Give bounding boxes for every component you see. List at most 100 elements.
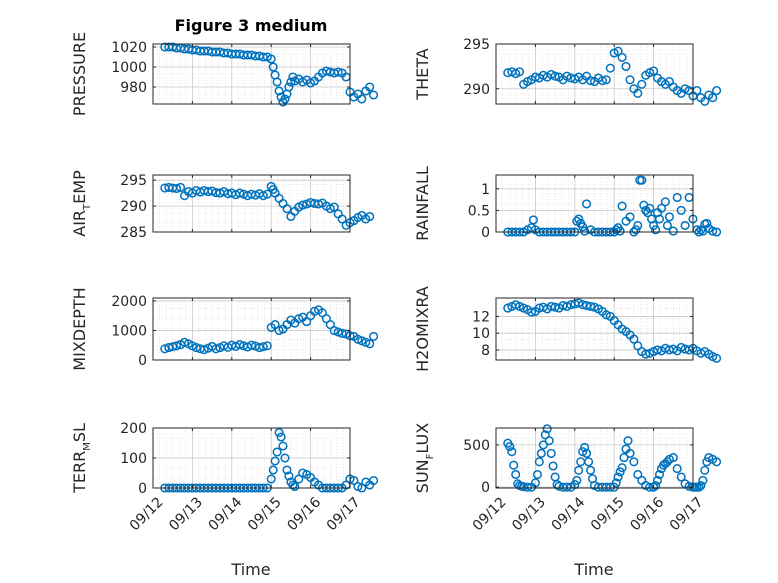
axes-box xyxy=(152,297,351,361)
data-point xyxy=(712,86,722,96)
data-point xyxy=(284,471,294,481)
data-point xyxy=(511,469,521,480)
data-point xyxy=(550,71,560,81)
data-point xyxy=(680,220,690,231)
y-axis-label-rest: LUX xyxy=(413,423,432,454)
data-point xyxy=(258,342,268,352)
data-point xyxy=(179,337,190,347)
axes-box xyxy=(495,174,694,233)
series-h2omixra xyxy=(503,298,722,363)
data-point xyxy=(365,82,375,92)
y-axis-label-rest: EMP xyxy=(70,170,89,204)
data-point xyxy=(528,215,538,225)
data-point xyxy=(672,192,682,203)
data-point xyxy=(586,76,596,86)
y-tick-label: 1020 xyxy=(111,40,147,56)
y-axis-label: SUNFLUX xyxy=(413,423,436,493)
data-point xyxy=(623,436,633,446)
data-point xyxy=(613,472,623,482)
data-point xyxy=(698,475,708,485)
data-point xyxy=(696,480,706,491)
data-point xyxy=(172,341,182,351)
y-tick-label: 12 xyxy=(472,309,490,325)
data-point xyxy=(176,182,186,192)
y-tick-label: 1 xyxy=(481,182,490,198)
data-point xyxy=(546,448,556,458)
data-point xyxy=(615,467,625,477)
data-point xyxy=(357,483,367,493)
data-point xyxy=(515,67,525,77)
series-theta xyxy=(503,46,722,106)
data-point xyxy=(645,203,655,213)
data-point xyxy=(582,448,592,458)
x-tick-label: 09/16 xyxy=(284,494,324,534)
data-point xyxy=(337,328,347,338)
data-point xyxy=(298,200,308,210)
data-point xyxy=(625,448,635,458)
x-tick-label: 09/12 xyxy=(470,494,510,534)
data-point xyxy=(586,465,596,475)
data-point xyxy=(694,482,704,492)
data-point xyxy=(160,344,170,354)
x-tick-label: 09/15 xyxy=(245,494,285,534)
data-point xyxy=(629,334,639,344)
data-point xyxy=(313,199,324,209)
data-point xyxy=(262,341,272,351)
x-tick-label: 09/15 xyxy=(588,494,628,534)
series-mixdepth xyxy=(160,305,379,355)
x-tick-label: 09/13 xyxy=(509,494,549,534)
y-tick-label: 0 xyxy=(481,480,490,496)
data-point xyxy=(708,226,718,236)
data-point xyxy=(617,201,627,211)
data-point xyxy=(668,453,678,463)
data-point xyxy=(613,46,623,56)
y-tick-label: 1000 xyxy=(111,323,147,339)
data-point xyxy=(609,482,619,492)
y-tick-label: 295 xyxy=(120,173,147,189)
data-point xyxy=(298,468,308,478)
data-point xyxy=(272,447,282,457)
series-sun_flux xyxy=(503,424,722,492)
data-point xyxy=(282,204,292,214)
data-point xyxy=(643,208,653,218)
data-point xyxy=(664,212,674,222)
y-tick-label: 0.5 xyxy=(468,203,490,219)
data-point xyxy=(574,214,584,224)
data-point xyxy=(538,440,548,450)
y-tick-label: 0 xyxy=(138,481,147,497)
data-point xyxy=(522,482,533,492)
y-tick-label: 0 xyxy=(138,353,147,369)
data-point xyxy=(700,96,710,106)
y-axis-label: THETA xyxy=(413,48,432,100)
data-point xyxy=(601,310,611,320)
data-point xyxy=(611,478,621,488)
data-point xyxy=(652,475,663,485)
data-point xyxy=(692,86,702,96)
data-point xyxy=(268,465,278,475)
data-point xyxy=(672,464,682,474)
y-tick-label: 290 xyxy=(463,82,490,98)
axes-box xyxy=(495,43,694,105)
figure-title: Figure 3 medium xyxy=(175,16,328,35)
y-tick-label: 200 xyxy=(120,421,147,437)
panel-rainfall: 0 0.5 1 RAINFALL xyxy=(413,166,722,241)
data-point xyxy=(507,447,517,457)
data-point xyxy=(536,448,546,458)
data-point xyxy=(580,442,590,452)
y-axis-label-main: AIR xyxy=(70,210,89,237)
axes-box xyxy=(152,174,351,233)
axes-box xyxy=(495,297,694,361)
data-point xyxy=(266,54,276,64)
data-point xyxy=(272,77,282,87)
data-point xyxy=(235,340,245,350)
y-tick-label: 2000 xyxy=(111,294,147,310)
data-point xyxy=(668,226,678,236)
data-point xyxy=(637,79,647,89)
data-point xyxy=(712,227,722,237)
x-tick-label: 09/14 xyxy=(549,494,589,534)
y-tick-label: 1000 xyxy=(111,60,147,76)
data-point xyxy=(601,75,611,85)
data-point xyxy=(276,432,286,442)
data-point xyxy=(235,188,245,198)
